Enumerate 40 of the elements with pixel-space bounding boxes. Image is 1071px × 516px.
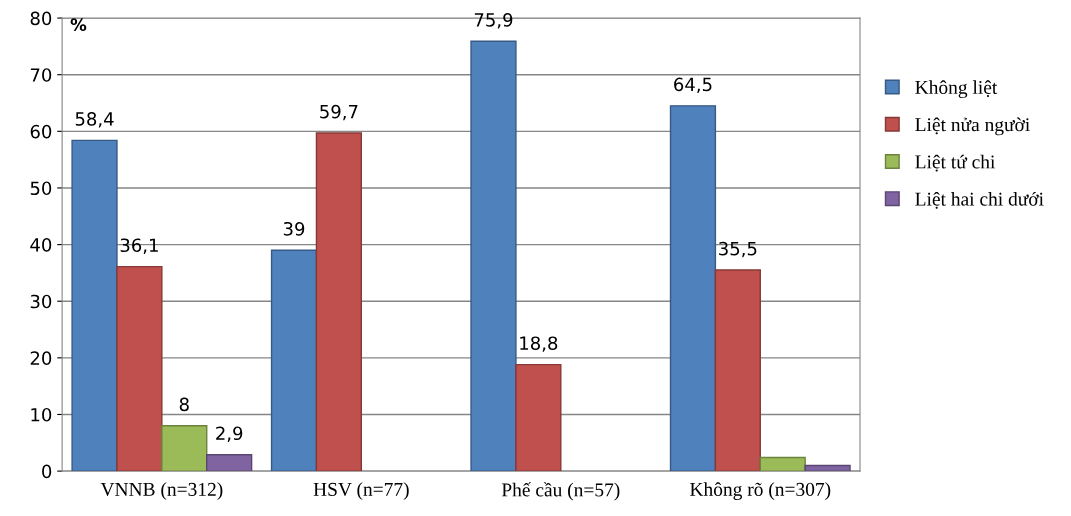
data-label: 58,4 [75, 112, 114, 128]
bar [206, 453, 253, 472]
data-label: 39 [283, 221, 305, 236]
data-label: 59,7 [320, 104, 358, 121]
bar [804, 464, 851, 472]
y-tick-label: 50 [30, 181, 52, 196]
y-tick-label: 80 [30, 11, 52, 26]
x-tick-label: Phế cầu (n=57) [501, 482, 620, 501]
bar [470, 40, 517, 472]
bar [161, 425, 208, 472]
bar [759, 456, 806, 472]
legend-label: Liệt hai chi dưới [915, 191, 1044, 209]
bar [515, 363, 562, 472]
bar [714, 269, 761, 472]
legend-label: Không liệt [915, 80, 998, 98]
data-label: 35,5 [719, 241, 757, 258]
bar [116, 265, 163, 472]
y-tick-label: 20 [30, 351, 52, 365]
legend-label: Liệt nửa người [915, 117, 1030, 136]
x-tick-label: Không rõ (n=307) [690, 482, 831, 500]
data-label: 18,8 [520, 336, 558, 352]
y-tick-label: 70 [30, 68, 52, 82]
y-tick-label: 40 [30, 238, 52, 252]
data-label: 2,9 [216, 426, 243, 442]
y-tick-label: 30 [30, 294, 52, 309]
data-label: 36,1 [120, 238, 158, 254]
x-tick-label: VNNB (n=312) [100, 482, 223, 500]
bar [669, 105, 717, 472]
data-label: 8 [179, 397, 189, 412]
y-axis-title: % [70, 18, 87, 31]
bar [270, 249, 318, 472]
data-label: 64,5 [674, 77, 712, 94]
y-tick-label: 60 [30, 124, 52, 139]
x-tick-label: HSV (n=77) [313, 482, 409, 500]
legend-label: Liệt tứ chi [915, 154, 996, 172]
y-tick-label: 0 [42, 464, 52, 479]
bar [71, 139, 118, 472]
bar [315, 132, 363, 472]
data-label: 75,9 [474, 13, 513, 29]
y-tick-label: 10 [31, 407, 52, 422]
